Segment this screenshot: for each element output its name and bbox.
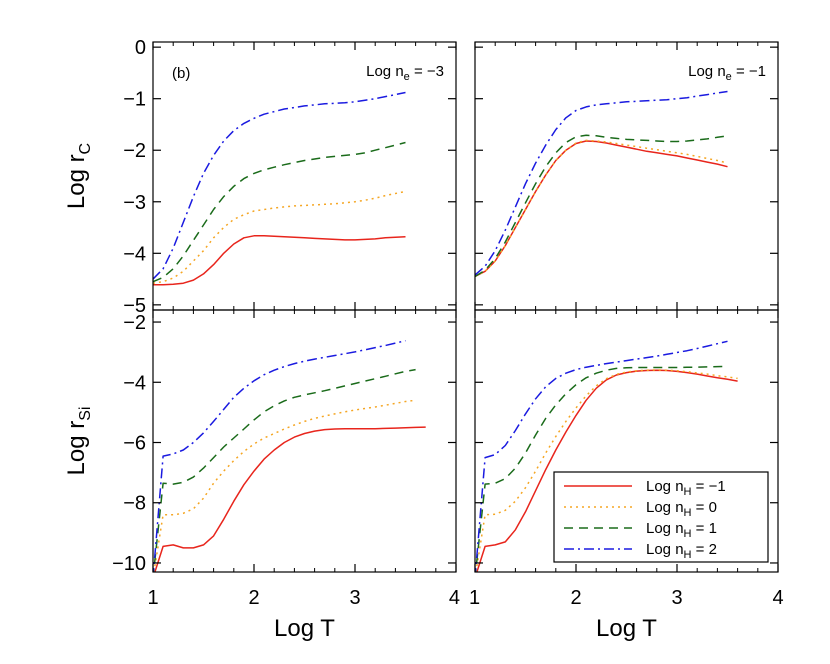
panel-tag: (b) <box>172 65 190 82</box>
panel-frame <box>152 41 457 311</box>
x-tick-label: 3 <box>349 587 360 609</box>
y-tick-label: −1 <box>123 89 146 111</box>
panel-1-1-series <box>475 340 738 572</box>
y-tick-label: 0 <box>135 37 146 59</box>
legend-label: Log nH = 1 <box>646 520 717 540</box>
ne-annotation: Log ne = −3 <box>366 63 444 83</box>
y-tick-label: −8 <box>123 493 146 515</box>
series-line-nH2 <box>475 90 728 276</box>
panel-frame <box>474 309 779 573</box>
legend-box <box>553 471 769 563</box>
y-tick-label: −6 <box>123 433 146 455</box>
x-tick-label: 1 <box>469 587 480 609</box>
legend-label: Log nH = 0 <box>646 499 717 519</box>
panel-0-0-series <box>153 91 406 286</box>
series-line-nH0 <box>153 399 416 572</box>
series-line-nH1 <box>153 368 416 572</box>
series-line-nH1 <box>475 134 728 278</box>
y-tick-label: −4 <box>123 243 146 265</box>
legend-label: Log nH = −1 <box>646 478 726 498</box>
x-tick-label: 1 <box>147 587 158 609</box>
panel-frame <box>152 309 457 573</box>
series-line-nHm1 <box>475 140 728 278</box>
x-axis-title: Log T <box>274 615 335 642</box>
y-tick-label: −10 <box>112 553 146 575</box>
series-line-nHm1 <box>154 426 426 572</box>
y-tick-label: −4 <box>123 372 146 394</box>
y-tick-label: −5 <box>123 295 146 317</box>
ne-annotation: Log ne = −1 <box>688 63 766 83</box>
series-line-nH2 <box>153 91 406 280</box>
series-line-nHm1 <box>476 369 738 572</box>
panel-1-0-series <box>153 339 426 572</box>
legend-label: Log nH = 2 <box>646 541 717 561</box>
y-axis-title: Log rC <box>63 143 94 209</box>
y-axis-title: Log rSi <box>63 407 94 476</box>
x-tick-label: 2 <box>248 587 259 609</box>
panel-frame <box>474 41 779 311</box>
series-line-nH2 <box>153 339 406 572</box>
panel-0-1-series <box>475 90 728 278</box>
series-line-nH0 <box>153 190 406 284</box>
series-line-nH0 <box>475 369 738 572</box>
x-tick-label: 2 <box>570 587 581 609</box>
series-line-nH1 <box>153 141 406 283</box>
series-line-nH2 <box>475 340 728 572</box>
y-tick-label: −3 <box>123 192 146 214</box>
x-axis-title: Log T <box>596 615 657 642</box>
series-line-nHm1 <box>153 235 406 286</box>
series-line-nH0 <box>475 139 728 278</box>
x-tick-label: 4 <box>449 587 460 609</box>
x-tick-label: 4 <box>772 587 783 609</box>
x-tick-label: 3 <box>671 587 682 609</box>
y-tick-label: −2 <box>123 312 146 334</box>
y-tick-label: −2 <box>123 140 146 162</box>
series-line-nH1 <box>475 365 728 572</box>
